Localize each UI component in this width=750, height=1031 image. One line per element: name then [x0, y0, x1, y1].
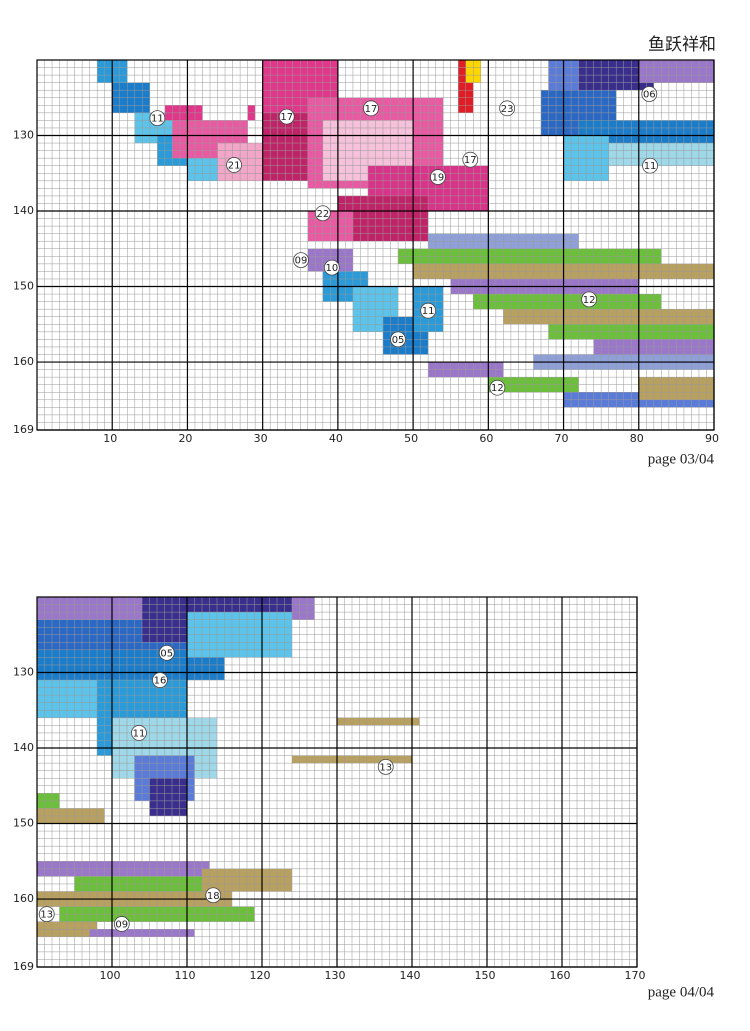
symbol-marker — [113, 916, 130, 932]
symbol-marker — [430, 169, 446, 185]
symbol-label: 23 — [501, 104, 514, 115]
col-label: 40 — [329, 432, 343, 445]
symbol-marker — [499, 100, 516, 117]
symbol-marker — [158, 644, 175, 661]
page-label: page 03/04 — [648, 451, 715, 467]
symbol-label: 09 — [115, 919, 128, 930]
symbol-label: 22 — [316, 209, 329, 220]
symbol-label: 10 — [326, 263, 339, 274]
row-label: 150 — [13, 817, 34, 830]
symbol-marker — [363, 100, 379, 117]
col-label: 140 — [400, 969, 421, 982]
symbol-label: 06 — [643, 89, 656, 100]
symbol-label: 21 — [228, 160, 241, 171]
row-label: 169 — [13, 960, 34, 973]
symbol-label: 17 — [280, 112, 293, 123]
row-label: 140 — [13, 204, 34, 217]
row-label: 160 — [13, 892, 34, 905]
symbol-label: 17 — [464, 155, 477, 166]
symbol-label: 18 — [207, 891, 220, 902]
symbol-label: 05 — [392, 335, 405, 346]
col-label: 50 — [404, 432, 418, 445]
row-label: 130 — [13, 129, 34, 142]
col-label: 100 — [100, 969, 121, 982]
symbol-marker — [462, 151, 479, 168]
symbol-marker — [293, 252, 309, 269]
symbol-marker — [323, 259, 340, 276]
symbol-label: 12 — [583, 295, 596, 306]
col-label: 60 — [479, 432, 493, 445]
page-label: page 04/04 — [648, 984, 715, 1000]
title: 鱼跃祥和 — [648, 35, 716, 55]
symbol-marker — [377, 758, 394, 775]
col-label: 150 — [475, 969, 496, 982]
col-label: 130 — [325, 969, 346, 982]
symbol-label: 11 — [151, 114, 164, 125]
symbol-label: 11 — [644, 161, 657, 172]
stitch-block — [149, 778, 187, 816]
row-label: 150 — [13, 280, 34, 293]
symbol-marker — [641, 86, 658, 102]
symbol-marker — [489, 379, 506, 396]
symbol-label: 09 — [295, 256, 308, 267]
symbol-label: 17 — [365, 104, 378, 115]
symbol-label: 05 — [160, 648, 173, 659]
symbol-marker — [420, 302, 437, 319]
symbol-marker — [278, 108, 295, 125]
row-label: 130 — [13, 666, 34, 679]
row-label: 140 — [13, 741, 34, 754]
stitch-block — [601, 143, 714, 166]
stitch-block — [337, 717, 420, 726]
symbol-marker — [38, 906, 55, 923]
symbol-marker — [642, 157, 658, 174]
col-label: 10 — [103, 432, 117, 445]
col-label: 20 — [178, 432, 192, 445]
col-label: 170 — [625, 969, 646, 982]
symbol-label: 13 — [40, 910, 53, 921]
row-label: 169 — [13, 423, 34, 436]
symbol-marker — [226, 157, 242, 173]
col-label: 90 — [705, 432, 719, 445]
col-label: 30 — [254, 432, 268, 445]
col-label: 160 — [550, 969, 571, 982]
col-label: 80 — [630, 432, 644, 445]
symbol-label: 11 — [133, 728, 146, 739]
stitch-block — [217, 143, 271, 181]
symbol-marker — [390, 331, 406, 348]
symbol-marker — [152, 672, 168, 688]
symbol-marker — [581, 291, 598, 308]
col-label: 70 — [555, 432, 569, 445]
symbol-marker — [149, 110, 166, 127]
symbol-label: 13 — [379, 762, 392, 773]
symbol-label: 19 — [432, 173, 445, 184]
col-label: 110 — [175, 969, 196, 982]
symbol-label: 12 — [491, 383, 504, 394]
symbol-marker — [131, 725, 147, 741]
symbol-marker — [205, 887, 222, 904]
col-label: 120 — [250, 969, 271, 982]
symbol-label: 11 — [422, 306, 435, 317]
symbol-label: 16 — [154, 676, 167, 687]
row-label: 160 — [13, 355, 34, 368]
symbol-marker — [314, 205, 331, 222]
